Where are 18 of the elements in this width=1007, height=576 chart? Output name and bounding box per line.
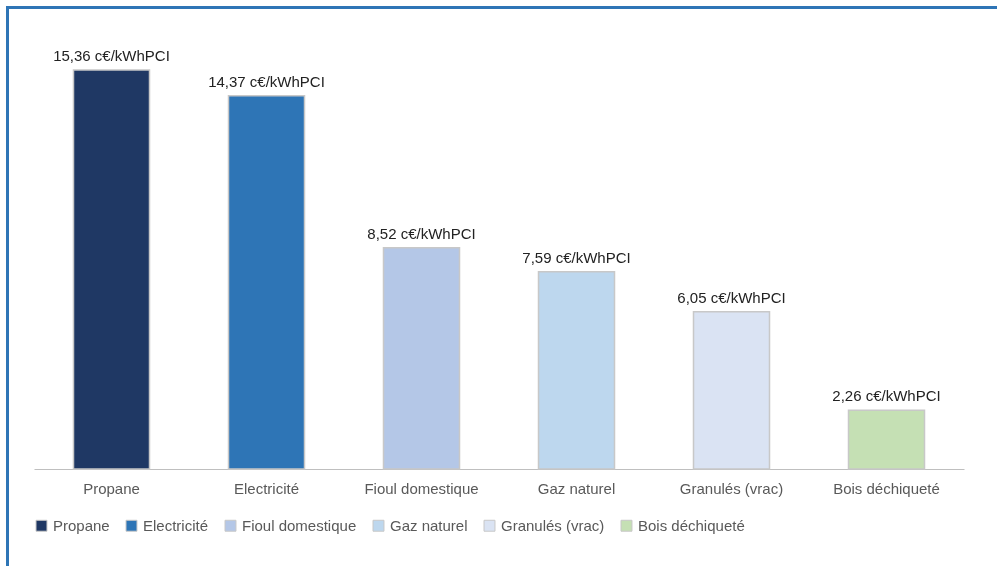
- x-tick-label: Bois déchiqueté: [833, 479, 940, 497]
- data-label: 8,52 c€/kWhPCI: [367, 224, 476, 242]
- legend-label: Fioul domestique: [242, 516, 357, 534]
- x-tick-label: Propane: [83, 479, 140, 497]
- legend-label: Electricité: [143, 516, 209, 534]
- x-tick-label: Granulés (vrac): [679, 479, 784, 497]
- data-label: 15,36 c€/kWhPCI: [53, 47, 170, 64]
- data-label: 14,37 c€/kWhPCI: [208, 72, 325, 90]
- x-tick-label: Gaz naturel: [537, 479, 616, 497]
- data-label: 7,59 c€/kWhPCI: [522, 248, 631, 266]
- legend-label: Bois déchiqueté: [638, 516, 745, 534]
- legend-label: Propane: [53, 516, 110, 534]
- data-label: 2,26 c€/kWhPCI: [832, 387, 941, 405]
- legend-label: Granulés (vrac): [501, 516, 605, 534]
- x-tick-label: Fioul domestique: [364, 479, 479, 497]
- legend-label: Gaz naturel: [390, 516, 468, 534]
- data-label: 6,05 c€/kWhPCI: [677, 288, 786, 306]
- x-tick-label: Electricité: [233, 479, 300, 497]
